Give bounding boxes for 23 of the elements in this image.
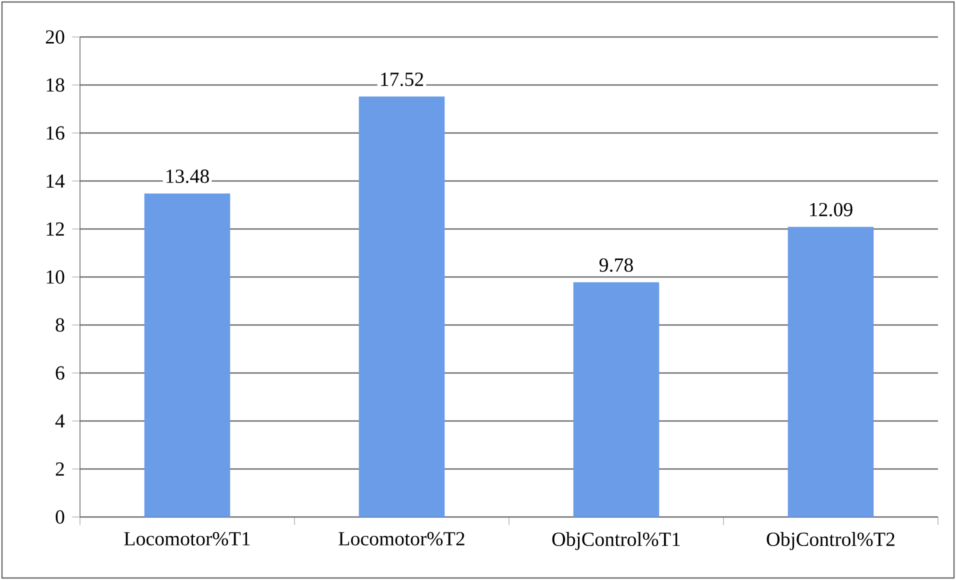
data-label: 13.48 [166,170,209,184]
y-tick-label: 20 [46,30,64,44]
y-tick-label: 2 [56,462,64,476]
bar [144,193,230,517]
y-tick-label: 16 [46,126,64,140]
y-tick-label: 8 [56,318,64,332]
bar [358,96,445,517]
y-tick-label: 14 [46,174,65,188]
data-label: 12.09 [810,202,852,216]
y-tick-label: 18 [46,78,64,92]
x-tick-label: Locomotor%T1 [124,532,250,546]
x-tick-label: ObjControl%T1 [552,532,680,550]
bar [788,226,874,517]
y-tick-label: 10 [46,270,64,284]
y-tick-label: 6 [56,366,64,380]
bar [573,282,660,517]
data-label: 9.78 [599,258,633,272]
y-tick-label: 0 [56,510,64,524]
data-label: 17.52 [381,72,424,86]
y-tick-label: 4 [55,414,65,428]
x-tick-label: ObjControl%T2 [766,532,894,550]
x-tick-label: Locomotor%T2 [338,532,464,546]
y-tick-label: 12 [46,222,64,236]
